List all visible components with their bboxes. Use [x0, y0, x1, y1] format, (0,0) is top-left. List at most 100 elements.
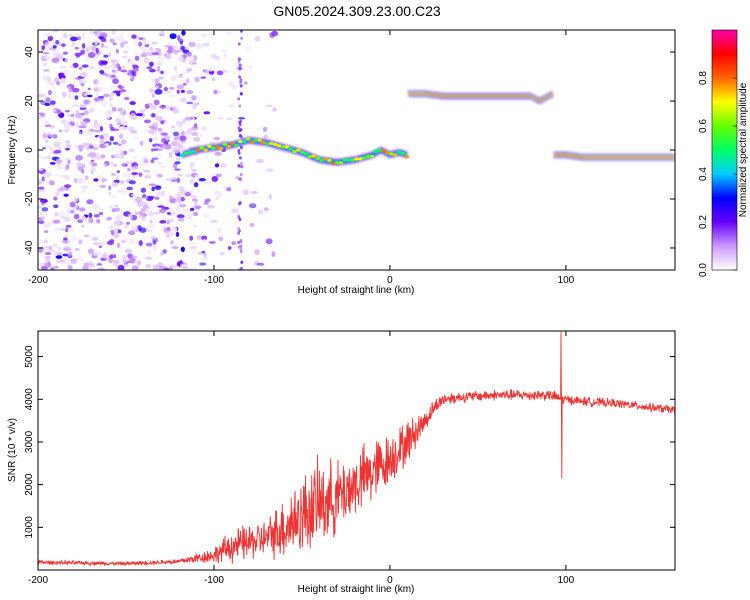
noise-blob — [240, 260, 244, 264]
noise-blob — [186, 68, 193, 72]
noise-blob — [192, 211, 199, 217]
noise-blob — [183, 71, 191, 74]
colorbar-tick-label: 0.6 — [698, 119, 709, 133]
noise-blob — [68, 92, 72, 99]
noise-blob — [154, 88, 163, 95]
y-tick-label: 5000 — [24, 345, 35, 368]
spectral-peak — [180, 153, 185, 158]
noise-blob — [117, 264, 125, 270]
spectral-peak — [315, 156, 320, 160]
noise-blob — [172, 211, 176, 215]
noise-blob — [238, 156, 242, 160]
noise-blob — [149, 219, 153, 224]
noise-blob — [64, 157, 69, 163]
spectral-peak — [404, 155, 410, 159]
noise-blob — [199, 133, 204, 137]
noise-blob — [60, 215, 66, 219]
noise-blob — [180, 246, 185, 252]
noise-blob — [45, 77, 53, 82]
noise-blob — [237, 226, 241, 231]
noise-blob — [143, 39, 147, 45]
noise-blob — [156, 56, 165, 60]
noise-blob — [44, 252, 52, 256]
noise-blob — [115, 215, 123, 222]
noise-blob — [38, 205, 42, 209]
noise-blob — [205, 267, 210, 270]
noise-blob — [49, 162, 56, 165]
spectral-peak — [261, 141, 266, 145]
noise-blob — [144, 129, 149, 132]
spectral-peak — [377, 148, 382, 152]
noise-blob — [110, 59, 119, 63]
noise-blob — [221, 69, 228, 73]
noise-blob — [50, 133, 58, 139]
noise-blob — [201, 256, 209, 261]
noise-blob — [240, 165, 244, 169]
noise-blob — [231, 241, 237, 246]
noise-blob — [156, 153, 162, 157]
noise-blob — [111, 69, 116, 73]
noise-blob — [83, 110, 90, 115]
noise-blob — [226, 187, 232, 192]
noise-blob — [41, 207, 49, 212]
x-tick-label: 100 — [558, 575, 575, 586]
noise-blob — [268, 193, 272, 200]
colorbar-gradient — [711, 29, 738, 271]
noise-blob — [105, 76, 114, 80]
noise-blob — [237, 97, 241, 101]
noise-blob — [143, 202, 148, 207]
noise-blob — [161, 143, 167, 149]
spectral-peak — [222, 142, 228, 146]
noise-blob — [130, 129, 135, 133]
noise-blob — [98, 36, 104, 39]
noise-blob — [166, 212, 171, 215]
noise-blob — [38, 105, 42, 111]
noise-blob — [166, 49, 173, 54]
noise-blob — [135, 71, 140, 76]
noise-blob — [203, 252, 207, 258]
spectral-peak — [334, 161, 340, 165]
noise-blob — [140, 161, 145, 167]
noise-blob — [98, 212, 104, 215]
noise-blob — [187, 51, 192, 57]
spectral-peak — [288, 147, 293, 151]
noise-blob — [148, 129, 156, 135]
noise-blob — [163, 135, 172, 139]
noise-blob — [41, 176, 45, 182]
noise-blob — [151, 137, 159, 141]
noise-blob — [145, 263, 152, 269]
noise-blob — [134, 55, 140, 61]
noise-blob — [96, 30, 102, 34]
noise-blob — [227, 246, 232, 250]
noise-blob — [103, 54, 109, 58]
noise-blob — [265, 238, 273, 245]
noise-blob — [99, 64, 103, 71]
noise-blob — [54, 226, 61, 232]
noise-blob — [112, 141, 119, 145]
noise-blob — [44, 102, 51, 107]
noise-blob — [127, 253, 133, 259]
noise-blob — [88, 143, 93, 149]
noise-blob — [38, 224, 44, 229]
noise-blob — [100, 38, 107, 42]
noise-blob — [179, 135, 187, 142]
noise-blob — [110, 161, 114, 165]
noise-blob — [93, 144, 98, 148]
spectral-peak — [269, 141, 274, 145]
noise-blob — [52, 243, 58, 248]
noise-blob — [75, 77, 82, 80]
noise-blob — [111, 231, 115, 236]
noise-blob — [43, 245, 51, 250]
noise-blob — [47, 90, 52, 96]
noise-blob — [128, 180, 136, 185]
noise-blob — [51, 57, 60, 64]
noise-blob — [166, 220, 170, 225]
noise-blob — [191, 94, 197, 101]
noise-blob — [228, 104, 235, 108]
noise-blob — [262, 126, 268, 133]
noise-blob — [112, 78, 120, 85]
noise-blob — [91, 166, 96, 172]
noise-blob — [201, 126, 207, 132]
noise-blob — [62, 256, 67, 262]
